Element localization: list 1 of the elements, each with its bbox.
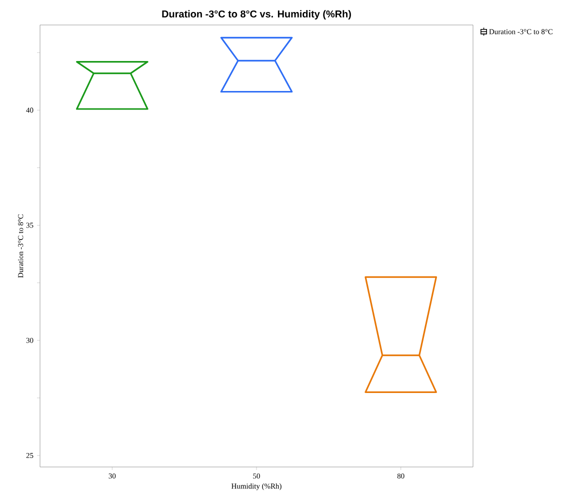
chart-title: Duration -3°C to 8°C vs. Humidity (%Rh) bbox=[162, 10, 351, 20]
